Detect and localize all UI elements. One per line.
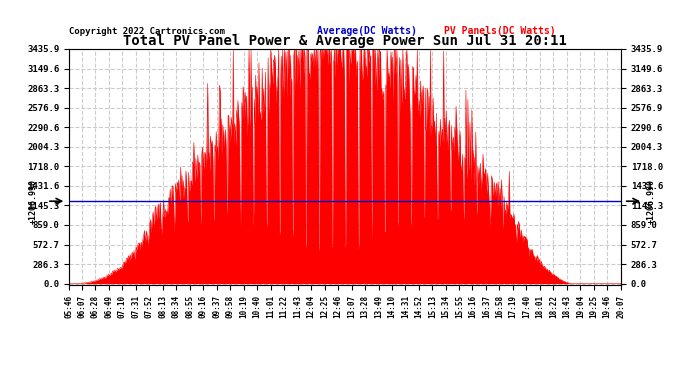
Title: Total PV Panel Power & Average Power Sun Jul 31 20:11: Total PV Panel Power & Average Power Sun… <box>123 34 567 48</box>
Text: +1206.990: +1206.990 <box>647 179 656 224</box>
Text: Copyright 2022 Cartronics.com: Copyright 2022 Cartronics.com <box>69 27 225 36</box>
Text: Average(DC Watts): Average(DC Watts) <box>317 26 417 36</box>
Text: PV Panels(DC Watts): PV Panels(DC Watts) <box>444 26 556 36</box>
Text: +1206.990: +1206.990 <box>28 179 38 224</box>
